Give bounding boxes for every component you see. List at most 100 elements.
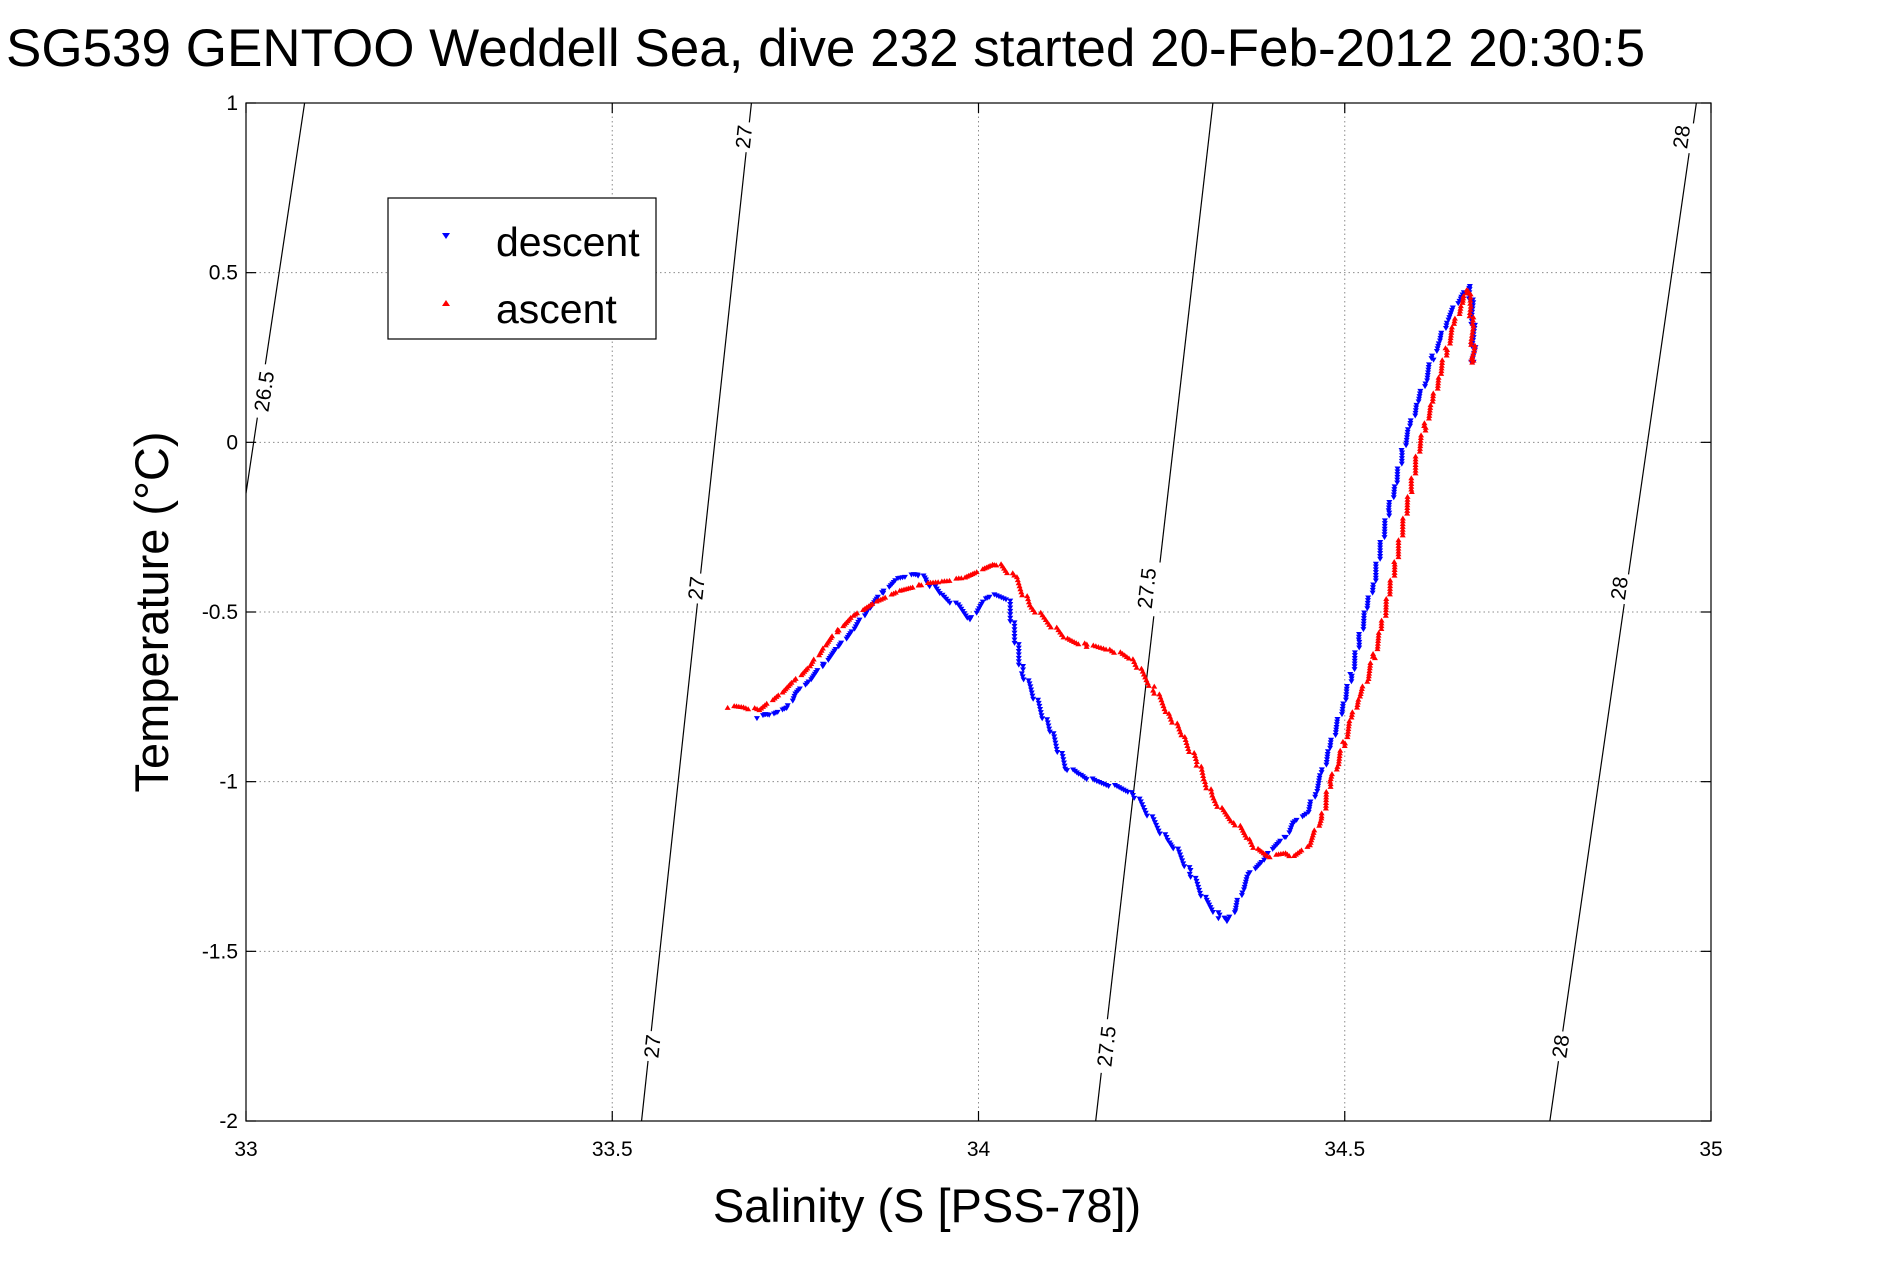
descent-point — [986, 594, 993, 600]
ascent-point — [1192, 755, 1199, 761]
ascent-point — [819, 645, 826, 651]
ascent-point — [1004, 570, 1011, 576]
descent-point — [1003, 597, 1009, 603]
ascent-point — [1408, 478, 1415, 484]
descent-point — [1306, 807, 1313, 813]
ascent-point — [1337, 747, 1344, 753]
descent-point — [1344, 684, 1351, 690]
ascent-point — [1425, 415, 1432, 421]
ascent-point — [1404, 502, 1411, 508]
descent-point — [1360, 624, 1367, 630]
descent-point — [1046, 729, 1053, 735]
ascent-point — [1335, 758, 1342, 764]
descent-point — [796, 686, 803, 692]
density-contour-label: 27 — [732, 124, 757, 150]
descent-point — [1316, 775, 1323, 781]
descent-point — [1417, 388, 1424, 394]
descent-point — [1007, 615, 1014, 621]
descent-point — [1324, 754, 1331, 760]
descent-point — [1377, 551, 1384, 557]
ascent-point — [1201, 778, 1208, 784]
y-axis: 1 0.5 0 -0.5 -1 -1.5 -2 — [202, 92, 1711, 1133]
descent-point — [1028, 687, 1035, 693]
descent-point — [926, 584, 933, 590]
descent-point — [1007, 605, 1014, 611]
ascent-point — [1208, 786, 1215, 792]
descent-point — [1416, 394, 1423, 400]
ascent-point — [1382, 609, 1389, 615]
descent-point — [1391, 489, 1398, 495]
ascent-point — [1408, 486, 1415, 492]
ascent-point — [1469, 317, 1476, 323]
ascent-point — [775, 692, 782, 698]
descent-point — [1370, 582, 1377, 588]
ascent-point — [1174, 720, 1181, 726]
descent-point — [1404, 429, 1411, 435]
descent-point — [1416, 396, 1423, 402]
descent-point — [753, 716, 760, 722]
ascent-point — [1457, 308, 1464, 314]
descent-point — [1020, 663, 1027, 669]
ascent-point — [1151, 690, 1158, 696]
descent-point — [1348, 676, 1355, 682]
density-contour-label: 27 — [684, 575, 709, 601]
ascent-point — [1359, 683, 1366, 689]
ascent-point — [1399, 521, 1406, 527]
legend-ascent-marker — [442, 300, 450, 306]
descent-point — [915, 573, 922, 579]
ascent-point — [1468, 332, 1475, 338]
ascent-point — [1355, 696, 1362, 702]
ascent-point — [1378, 625, 1385, 631]
descent-point — [766, 712, 773, 718]
density-contour-label: 28 — [1669, 124, 1695, 150]
descent-point — [1186, 871, 1193, 877]
ascent-point — [1358, 685, 1365, 691]
descent-point — [1318, 767, 1325, 773]
descent-point — [1433, 348, 1440, 354]
descent-point — [1232, 908, 1239, 914]
descent-point — [1377, 548, 1384, 554]
descent-point — [1333, 722, 1340, 728]
ascent-point — [1468, 335, 1475, 341]
descent-point — [1053, 746, 1060, 752]
ascent-point — [1427, 402, 1434, 408]
descent-point — [1386, 502, 1393, 508]
ascent-point — [1387, 585, 1394, 591]
ascent-point — [1412, 461, 1419, 467]
ascent-point — [1366, 665, 1373, 671]
descent-point — [1059, 751, 1066, 757]
descent-point — [1011, 637, 1018, 643]
descent-point — [1403, 437, 1410, 443]
ascent-point — [1426, 410, 1433, 416]
descent-point — [1390, 495, 1397, 501]
density-contour-label: 26.5 — [250, 370, 279, 414]
descent-point — [1394, 466, 1401, 472]
ascent-point — [1427, 404, 1434, 410]
descent-point — [1234, 897, 1241, 903]
descent-point — [1142, 810, 1149, 816]
ascent-point — [1457, 303, 1464, 309]
descent-point — [1443, 323, 1450, 329]
ascent-point — [1448, 327, 1455, 333]
ascent-point — [1031, 609, 1038, 615]
descent-point — [1054, 750, 1061, 756]
ascent-point — [1341, 742, 1348, 748]
descent-point — [1151, 820, 1158, 826]
descent-point — [1372, 564, 1379, 570]
descent-point — [1415, 399, 1422, 405]
ascent-point — [1467, 306, 1474, 312]
descent-point — [874, 594, 881, 600]
x-axis: 33 33.5 34 34.5 35 — [234, 103, 1723, 1161]
ascent-point — [1318, 810, 1325, 816]
descent-point — [1334, 719, 1341, 725]
descent-point — [1306, 804, 1313, 810]
descent-point — [1241, 884, 1248, 890]
descent-point — [1364, 598, 1371, 604]
descent-point — [1011, 640, 1018, 646]
ascent-point — [1443, 352, 1450, 358]
ascent-point — [1447, 340, 1454, 346]
ascent-point — [1178, 732, 1185, 738]
ascent-point — [1387, 583, 1394, 589]
descent-point — [1338, 712, 1345, 718]
ascent-point — [1448, 324, 1455, 330]
